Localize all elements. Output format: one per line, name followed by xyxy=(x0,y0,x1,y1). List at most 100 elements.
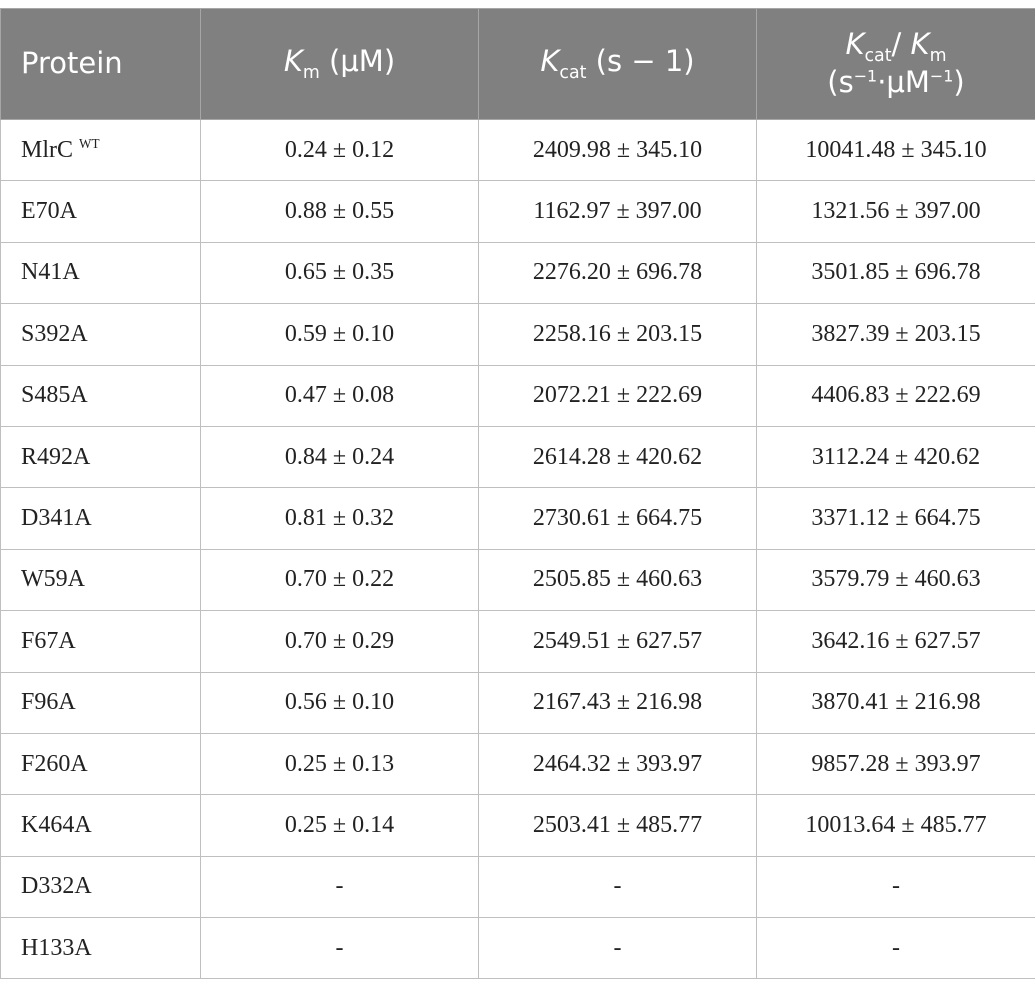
value-cell: 2549.51 ± 627.57 xyxy=(478,610,757,673)
table-row: E70A 0.88 ± 0.55 1162.97 ± 397.00 1321.56 ±… xyxy=(0,180,1035,243)
value-cell: 0.25 ± 0.13 xyxy=(200,732,479,796)
value-cell: 10041.48 ± 345.10 xyxy=(756,118,1035,182)
protein-cell: R492A xyxy=(0,425,201,489)
value-cell: 9857.28 ± 393.97 xyxy=(756,732,1035,796)
value-text: - xyxy=(335,934,344,961)
value-text: 2505.85 ± 460.63 xyxy=(532,566,703,593)
value-text: 1321.56 ± 397.00 xyxy=(811,198,981,225)
value-text: 0.88 ± 0.55 xyxy=(284,198,395,225)
header-superscript: −1 xyxy=(853,66,878,86)
value-cell: 3827.39 ± 203.15 xyxy=(756,303,1035,366)
protein-cell: K464A xyxy=(0,794,201,857)
value-text: 0.24 ± 0.12 xyxy=(284,136,395,163)
value-cell: 0.70 ± 0.29 xyxy=(200,610,479,673)
header-superscript: −1 xyxy=(929,66,954,86)
value-text: 10013.64 ± 485.77 xyxy=(805,811,987,838)
value-text: 2258.16 ± 203.15 xyxy=(532,320,703,347)
value-cell: 0.88 ± 0.55 xyxy=(200,180,479,243)
value-text: 2503.41 ± 485.77 xyxy=(532,811,703,838)
value-text: 0.47 ± 0.08 xyxy=(284,382,395,409)
table-row: MlrC WT 0.24 ± 0.12 2409.98 ± 345.10 10041.… xyxy=(0,118,1035,182)
header-cell: Km (μM) xyxy=(200,8,479,120)
header-text: (s − 1) xyxy=(586,44,695,79)
protein-cell: N41A xyxy=(0,241,201,305)
value-cell: 2730.61 ± 664.75 xyxy=(478,487,757,550)
protein-name: R492A xyxy=(21,443,91,470)
header-subscript: cat xyxy=(864,46,892,67)
value-text: 3827.39 ± 203.15 xyxy=(811,320,981,347)
value-cell: 2614.28 ± 420.62 xyxy=(478,425,757,489)
value-text: 0.59 ± 0.10 xyxy=(284,320,395,347)
table-row: F96A 0.56 ± 0.10 2167.43 ± 216.98 3870.41 ±… xyxy=(0,671,1035,734)
protein-superscript: WT xyxy=(79,136,100,152)
protein-name: K464A xyxy=(21,811,92,838)
value-text: - xyxy=(892,934,900,961)
protein-cell: F67A xyxy=(0,610,201,673)
header-text: (μM) xyxy=(319,44,396,79)
value-cell: 3501.85 ± 696.78 xyxy=(756,241,1035,305)
table-row: K464A 0.25 ± 0.14 2503.41 ± 485.77 10013.64… xyxy=(0,794,1035,857)
protein-cell: D332A xyxy=(0,855,201,919)
header-text: Protein xyxy=(21,46,123,81)
header-cell: Kcat (s − 1) xyxy=(478,8,757,120)
value-text: 2549.51 ± 627.57 xyxy=(532,627,703,654)
value-text: 3371.12 ± 664.75 xyxy=(811,505,981,532)
value-text: 3501.85 ± 696.78 xyxy=(811,259,981,286)
protein-name: F67A xyxy=(21,627,76,654)
protein-name: F260A xyxy=(21,750,88,777)
header-text: ) xyxy=(953,65,965,100)
value-cell: 3579.79 ± 460.63 xyxy=(756,548,1035,612)
value-cell: 3870.41 ± 216.98 xyxy=(756,671,1035,734)
value-text: 3579.79 ± 460.63 xyxy=(811,566,981,593)
header-text: / xyxy=(891,27,911,62)
value-cell: - xyxy=(200,917,479,980)
protein-name: E70A xyxy=(21,198,77,225)
value-cell: 2464.32 ± 393.97 xyxy=(478,732,757,796)
value-text: - xyxy=(892,873,900,900)
value-text: 0.84 ± 0.24 xyxy=(284,443,395,470)
value-cell: - xyxy=(756,855,1035,919)
protein-cell: E70A xyxy=(0,180,201,243)
value-text: 0.65 ± 0.35 xyxy=(284,259,395,286)
header-subscript: m xyxy=(929,46,947,67)
header-text: K xyxy=(283,44,303,79)
table-row: N41A 0.65 ± 0.35 2276.20 ± 696.78 3501.85 ±… xyxy=(0,241,1035,305)
value-cell: 0.84 ± 0.24 xyxy=(200,425,479,489)
value-text: - xyxy=(335,873,344,900)
protein-cell: W59A xyxy=(0,548,201,612)
value-cell: - xyxy=(478,917,757,980)
protein-name: D332A xyxy=(21,873,92,900)
table-row: D341A 0.81 ± 0.32 2730.61 ± 664.75 3371.12 … xyxy=(0,487,1035,550)
value-cell: 3371.12 ± 664.75 xyxy=(756,487,1035,550)
protein-cell: H133A xyxy=(0,917,201,980)
header-text: K xyxy=(540,44,560,79)
value-cell: 3642.16 ± 627.57 xyxy=(756,610,1035,673)
header-cell: Kcat/ Km (s−1·μM−1) xyxy=(756,8,1035,120)
table-row: R492A 0.84 ± 0.24 2614.28 ± 420.62 3112.24 … xyxy=(0,425,1035,489)
header-text: ·μM xyxy=(877,65,930,100)
table-row: F260A 0.25 ± 0.13 2464.32 ± 393.97 9857.28 … xyxy=(0,732,1035,796)
table-row: S485A 0.47 ± 0.08 2072.21 ± 222.69 4406.83 … xyxy=(0,364,1035,427)
value-text: 0.25 ± 0.14 xyxy=(284,811,395,838)
protein-name: D341A xyxy=(21,505,92,532)
value-text: - xyxy=(613,873,622,900)
protein-name: N41A xyxy=(21,259,80,286)
value-text: 2730.61 ± 664.75 xyxy=(532,505,703,532)
header-text: (s xyxy=(827,65,854,100)
protein-cell: MlrC WT xyxy=(0,118,201,182)
protein-cell: S392A xyxy=(0,303,201,366)
table-row: D332A - - - xyxy=(0,855,1035,919)
table-body: MlrC WT 0.24 ± 0.12 2409.98 ± 345.10 10041.… xyxy=(0,118,1035,980)
value-cell: 2258.16 ± 203.15 xyxy=(478,303,757,366)
value-text: 0.81 ± 0.32 xyxy=(284,505,395,532)
value-cell: 2276.20 ± 696.78 xyxy=(478,241,757,305)
value-cell: 0.65 ± 0.35 xyxy=(200,241,479,305)
table-row: F67A 0.70 ± 0.29 2549.51 ± 627.57 3642.16 ±… xyxy=(0,610,1035,673)
value-text: 1162.97 ± 397.00 xyxy=(533,198,702,225)
table-row: H133A - - - xyxy=(0,917,1035,980)
protein-cell: F96A xyxy=(0,671,201,734)
value-text: 0.70 ± 0.22 xyxy=(284,566,395,593)
header-subscript: cat xyxy=(559,62,587,83)
kinetics-table: Protein Km (μM) Kcat (s − 1) Kcat/ Km (s−… xyxy=(0,8,1035,980)
protein-name: W59A xyxy=(21,566,85,593)
